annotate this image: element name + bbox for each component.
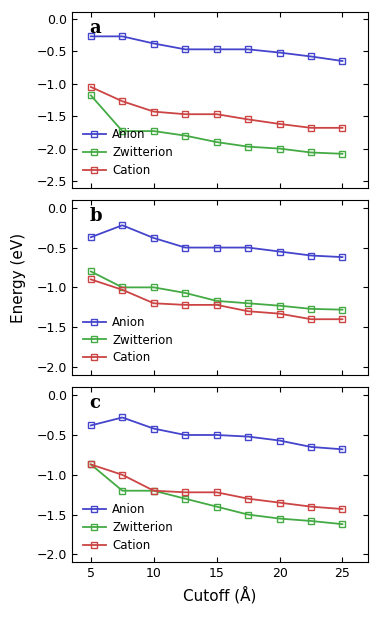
Cation	[120, 471, 125, 478]
Zwitterion	[340, 306, 345, 313]
Anion	[246, 244, 251, 252]
Zwitterion	[89, 268, 93, 275]
Cation	[215, 111, 219, 118]
Zwitterion	[152, 487, 156, 494]
Zwitterion	[89, 91, 93, 99]
Zwitterion	[246, 143, 251, 150]
Cation	[309, 503, 313, 510]
Anion	[277, 49, 282, 56]
Zwitterion	[340, 150, 345, 158]
Anion	[183, 431, 188, 439]
Cation	[215, 301, 219, 308]
Zwitterion	[215, 297, 219, 305]
Text: Energy (eV): Energy (eV)	[11, 233, 27, 323]
Zwitterion	[152, 127, 156, 135]
Legend: Anion, Zwitterion, Cation: Anion, Zwitterion, Cation	[78, 499, 178, 556]
Cation	[246, 495, 251, 502]
Text: a: a	[90, 19, 101, 37]
Line: Anion: Anion	[88, 414, 346, 453]
Cation	[277, 121, 282, 128]
Anion	[340, 253, 345, 261]
Anion	[215, 46, 219, 53]
Anion	[309, 252, 313, 259]
Text: c: c	[90, 394, 101, 412]
Cation	[152, 108, 156, 116]
Anion	[183, 46, 188, 53]
Cation	[152, 300, 156, 307]
Anion	[277, 437, 282, 444]
Anion	[340, 57, 345, 65]
Anion	[120, 414, 125, 421]
Cation	[277, 499, 282, 506]
Anion	[309, 53, 313, 60]
Cation	[183, 111, 188, 118]
Line: Zwitterion: Zwitterion	[88, 268, 346, 313]
Anion	[89, 33, 93, 40]
Line: Cation: Cation	[88, 461, 346, 512]
Anion	[246, 433, 251, 440]
Anion	[120, 222, 125, 229]
Zwitterion	[309, 149, 313, 156]
Line: Zwitterion: Zwitterion	[88, 461, 346, 528]
Line: Anion: Anion	[88, 222, 346, 261]
Zwitterion	[120, 487, 125, 494]
Line: Anion: Anion	[88, 33, 346, 64]
Cation	[277, 310, 282, 318]
Anion	[152, 234, 156, 242]
Cation	[340, 316, 345, 323]
Cation	[183, 301, 188, 308]
Anion	[183, 244, 188, 252]
Zwitterion	[152, 284, 156, 291]
Anion	[152, 425, 156, 433]
Cation	[340, 124, 345, 132]
Anion	[215, 244, 219, 252]
Cation	[215, 489, 219, 496]
Zwitterion	[120, 284, 125, 291]
Anion	[277, 248, 282, 255]
Cation	[89, 461, 93, 468]
Zwitterion	[120, 127, 125, 135]
Cation	[340, 506, 345, 513]
Cation	[183, 489, 188, 496]
Zwitterion	[215, 503, 219, 510]
Anion	[246, 46, 251, 53]
Cation	[89, 276, 93, 283]
Zwitterion	[309, 305, 313, 313]
Zwitterion	[183, 495, 188, 502]
Cation	[120, 98, 125, 105]
Anion	[309, 443, 313, 451]
Text: b: b	[90, 207, 102, 225]
Zwitterion	[340, 520, 345, 528]
Anion	[120, 33, 125, 40]
Legend: Anion, Zwitterion, Cation: Anion, Zwitterion, Cation	[78, 124, 178, 182]
Line: Cation: Cation	[88, 276, 346, 323]
Anion	[89, 234, 93, 241]
Cation	[152, 487, 156, 494]
Cation	[120, 286, 125, 294]
Cation	[309, 316, 313, 323]
Cation	[246, 308, 251, 315]
Zwitterion	[215, 138, 219, 146]
Anion	[340, 446, 345, 453]
Zwitterion	[89, 461, 93, 468]
Anion	[215, 431, 219, 439]
Zwitterion	[246, 511, 251, 519]
Zwitterion	[277, 515, 282, 522]
Cation	[89, 83, 93, 91]
Cation	[246, 116, 251, 123]
Zwitterion	[277, 302, 282, 310]
Line: Cation: Cation	[88, 83, 346, 131]
Zwitterion	[246, 300, 251, 307]
Line: Zwitterion: Zwitterion	[88, 92, 346, 157]
Anion	[89, 421, 93, 429]
X-axis label: Cutoff (Å): Cutoff (Å)	[183, 586, 257, 603]
Zwitterion	[183, 132, 188, 139]
Anion	[152, 40, 156, 47]
Zwitterion	[277, 145, 282, 152]
Legend: Anion, Zwitterion, Cation: Anion, Zwitterion, Cation	[78, 311, 178, 369]
Cation	[309, 124, 313, 132]
Zwitterion	[183, 289, 188, 297]
Zwitterion	[309, 517, 313, 525]
